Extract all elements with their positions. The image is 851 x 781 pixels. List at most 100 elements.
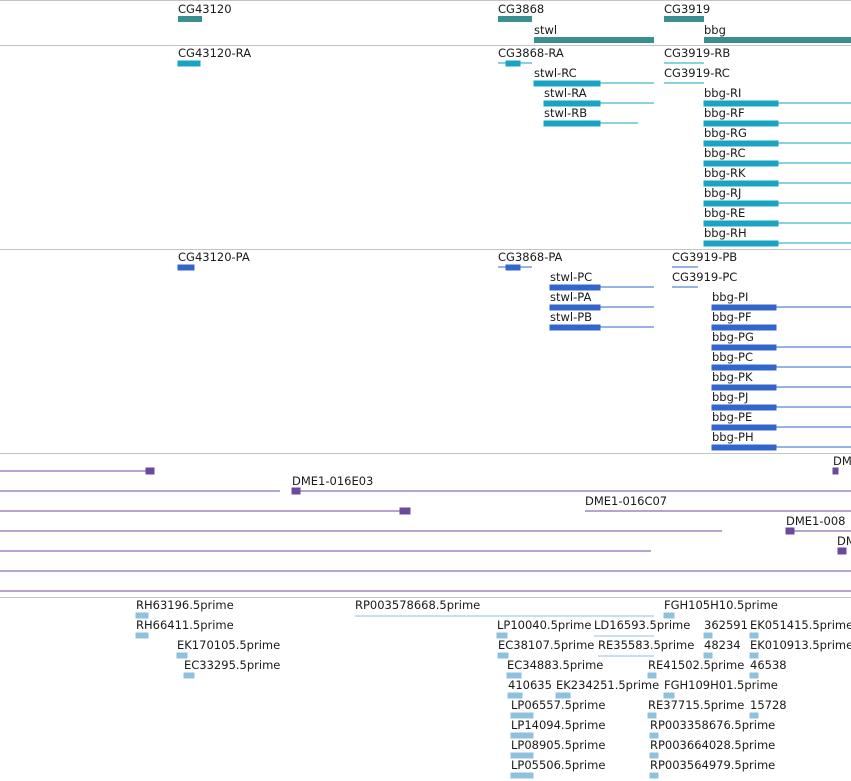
est-glyph[interactable] [749, 712, 759, 719]
protein-label[interactable]: bbg-PF [712, 310, 752, 324]
est-glyph[interactable] [749, 632, 759, 639]
est-glyph[interactable] [497, 652, 509, 659]
est-label[interactable]: 362591 [704, 618, 748, 632]
est-label[interactable]: EC38107.5prime [498, 638, 595, 652]
protein-label[interactable]: bbg-PG [712, 330, 754, 344]
gene-label[interactable]: CG43120 [178, 2, 232, 16]
est-label[interactable]: LP08905.5prime [511, 738, 606, 752]
transcript-label[interactable]: stwl-RA [544, 86, 587, 100]
protein-label[interactable]: CG43120-PA [178, 250, 250, 264]
transcript-label[interactable]: stwl-RB [544, 106, 588, 120]
transcript-label[interactable]: bbg-RK [704, 166, 746, 180]
est-label[interactable]: LP06557.5prime [511, 698, 606, 712]
gene-label[interactable]: bbg [704, 23, 726, 37]
gene-label[interactable]: stwl [534, 23, 558, 37]
est-label[interactable]: RH66411.5prime [136, 618, 234, 632]
est-glyph[interactable] [555, 692, 571, 699]
transcript-label[interactable]: bbg-RF [704, 106, 745, 120]
est-label[interactable]: EK170105.5prime [177, 638, 281, 652]
gene-label[interactable]: CG3868 [498, 2, 545, 16]
protein-label[interactable]: bbg-PI [712, 290, 749, 304]
est-label[interactable]: EC34883.5prime [507, 658, 604, 672]
protein-label[interactable]: CG3868-PA [498, 250, 563, 264]
gene-glyph[interactable] [664, 16, 704, 22]
est-glyph[interactable] [649, 772, 659, 779]
est-glyph[interactable] [647, 672, 657, 679]
gene-glyph[interactable] [498, 16, 532, 22]
est-label[interactable]: LP10040.5prime [497, 618, 592, 632]
est-label[interactable]: 410635 [508, 678, 552, 692]
protein-label[interactable]: stwl-PA [550, 290, 592, 304]
transcript-label[interactable]: bbg-RC [704, 146, 746, 160]
est-glyph[interactable] [183, 672, 195, 679]
est-glyph[interactable] [176, 652, 188, 659]
est-label[interactable]: RP003578668.5prime [355, 598, 481, 612]
protein-label[interactable]: CG3919-PB [672, 250, 738, 264]
est-glyph[interactable] [663, 692, 675, 699]
clone-label[interactable]: DME1-016C07 [585, 494, 668, 508]
protein-label[interactable]: bbg-PE [712, 410, 753, 424]
est-glyph[interactable] [749, 672, 759, 679]
protein-label[interactable]: stwl-PB [550, 310, 593, 324]
est-label[interactable]: EC33295.5prime [184, 658, 281, 672]
est-glyph[interactable] [510, 752, 534, 759]
gene-glyph[interactable] [534, 37, 654, 43]
protein-glyph[interactable] [505, 264, 521, 271]
est-label[interactable]: RE37715.5prime [648, 698, 745, 712]
est-glyph[interactable] [510, 772, 534, 779]
est-label[interactable]: RP003564979.5prime [650, 758, 776, 772]
est-glyph[interactable] [135, 632, 149, 639]
est-label[interactable]: 15728 [750, 698, 787, 712]
est-glyph[interactable] [647, 712, 657, 719]
transcript-label[interactable]: bbg-RH [704, 226, 747, 240]
est-glyph[interactable] [496, 632, 508, 639]
est-glyph[interactable] [703, 652, 713, 659]
est-label[interactable]: EK051415.5prime [750, 618, 851, 632]
transcript-label[interactable]: stwl-RC [534, 66, 577, 80]
transcript-label[interactable]: bbg-RE [704, 206, 746, 220]
gene-label[interactable]: CG3919 [664, 2, 711, 16]
protein-label[interactable]: bbg-PC [712, 350, 754, 364]
clone-label[interactable]: DME1-016E03 [292, 474, 374, 488]
est-label[interactable]: RP003664028.5prime [650, 738, 776, 752]
est-label[interactable]: RH63196.5prime [136, 598, 234, 612]
protein-label[interactable]: CG3919-PC [672, 270, 738, 284]
est-label[interactable]: EK010913.5prime [750, 638, 851, 652]
protein-label[interactable]: bbg-PH [712, 430, 754, 444]
gene-glyph[interactable] [704, 37, 851, 43]
clone-label[interactable]: DME1-008 [786, 514, 846, 528]
gene-glyph[interactable] [178, 16, 202, 22]
est-label[interactable]: 46538 [750, 658, 787, 672]
est-glyph[interactable] [649, 752, 659, 759]
est-label[interactable]: RP003358676.5prime [650, 718, 776, 732]
est-label[interactable]: FGH105H10.5prime [664, 598, 778, 612]
transcript-label[interactable]: bbg-RG [704, 126, 747, 140]
clone-glyph[interactable] [399, 507, 411, 515]
protein-glyph[interactable] [711, 324, 777, 331]
clone-label[interactable]: DM [833, 454, 851, 468]
transcript-label[interactable]: CG43120-RA [178, 46, 252, 60]
est-glyph[interactable] [135, 612, 149, 619]
est-label[interactable]: LD16593.5prime [594, 618, 691, 632]
transcript-label[interactable]: CG3868-RA [498, 46, 564, 60]
transcript-label[interactable]: bbg-RJ [704, 186, 742, 200]
est-glyph[interactable] [510, 732, 534, 739]
transcript-label[interactable]: CG3919-RB [664, 46, 731, 60]
est-glyph[interactable] [510, 712, 534, 719]
est-glyph[interactable] [749, 652, 759, 659]
protein-label[interactable]: stwl-PC [550, 270, 593, 284]
protein-glyph[interactable] [177, 264, 195, 271]
transcript-label[interactable]: CG3919-RC [664, 66, 730, 80]
est-glyph[interactable] [649, 732, 659, 739]
protein-label[interactable]: bbg-PK [712, 370, 753, 384]
clone-label[interactable]: DM [837, 534, 851, 548]
est-glyph[interactable] [506, 672, 522, 679]
est-label[interactable]: LP05506.5prime [511, 758, 606, 772]
transcript-label[interactable]: bbg-RI [704, 86, 742, 100]
transcript-glyph[interactable] [177, 60, 201, 67]
est-label[interactable]: 48234 [704, 638, 741, 652]
est-glyph[interactable] [507, 692, 523, 699]
clone-glyph[interactable] [145, 467, 155, 475]
clone-glyph[interactable] [832, 467, 839, 475]
est-label[interactable]: LP14094.5prime [511, 718, 606, 732]
